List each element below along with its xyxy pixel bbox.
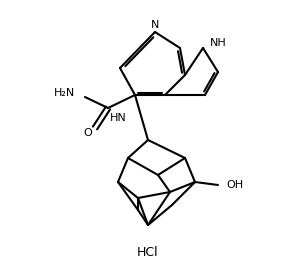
Text: N: N xyxy=(151,20,159,30)
Text: NH: NH xyxy=(210,38,227,48)
Text: HN: HN xyxy=(110,113,126,123)
Text: HCl: HCl xyxy=(137,245,159,259)
Text: O: O xyxy=(84,128,92,138)
Text: OH: OH xyxy=(226,180,243,190)
Text: H₂N: H₂N xyxy=(54,88,75,98)
